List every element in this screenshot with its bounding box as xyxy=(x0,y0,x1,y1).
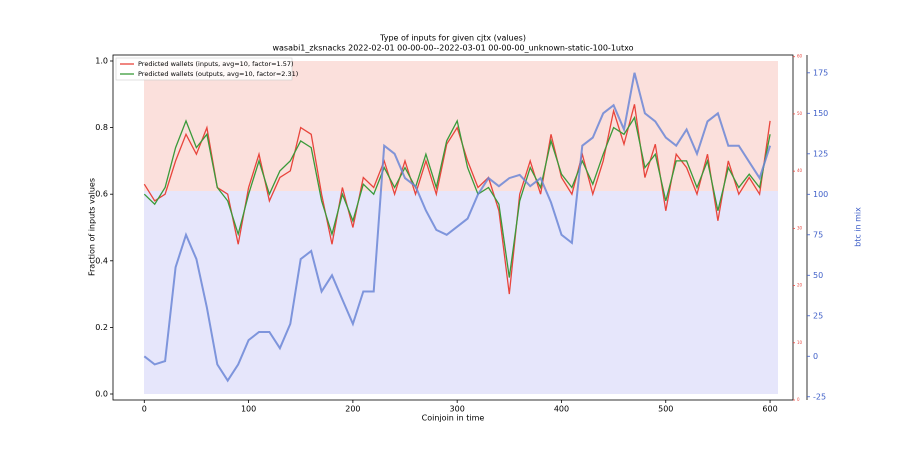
y-tick-label: 0.6 xyxy=(95,190,108,199)
y-tick-label: 0.0 xyxy=(95,390,108,399)
x-tick-label: 100 xyxy=(241,405,256,414)
y2-tick-label: 60 xyxy=(797,54,803,59)
y3-tick-label: 175 xyxy=(813,68,828,77)
series-line xyxy=(143,104,771,295)
series-line xyxy=(143,115,771,278)
y2-tick-label: 10 xyxy=(797,340,803,345)
legend-box xyxy=(115,57,293,81)
x-tick-label: 300 xyxy=(450,405,465,414)
legend-label: Predicted wallets (inputs, avg=10, facto… xyxy=(138,60,294,68)
x-tick-label: 400 xyxy=(554,405,569,414)
chart-subtitle: wasabi1_zksnacks 2022-02-01 00-00-00--20… xyxy=(272,44,633,53)
y3-axis-label: btc in mix xyxy=(854,207,863,247)
y3-tick-label: 100 xyxy=(813,190,828,199)
y3-tick-label: 75 xyxy=(813,230,823,239)
y2-tick-label: 0 xyxy=(797,397,800,402)
legend xyxy=(115,57,293,81)
y3-tick-label: 150 xyxy=(813,109,828,118)
x-tick-label: 200 xyxy=(345,405,360,414)
chart-title: Type of inputs for given cjtx (values) xyxy=(379,34,526,43)
y-tick-label: 0.4 xyxy=(95,256,108,265)
x-tick-label: 500 xyxy=(658,405,673,414)
y3-tick-label: 50 xyxy=(813,271,823,280)
y-tick-label: 1.0 xyxy=(95,56,108,65)
background-band xyxy=(144,61,778,191)
legend-label: Predicted wallets (outputs, avg=10, fact… xyxy=(138,70,298,78)
y-axis-label: Fraction of inputs values xyxy=(88,178,97,276)
y-tick-label: 0.8 xyxy=(95,123,108,132)
y-tick-label: 0.2 xyxy=(95,323,108,332)
y3-tick-label: -25 xyxy=(813,392,826,401)
series-line xyxy=(143,72,772,383)
y3-tick-label: 125 xyxy=(813,149,828,158)
x-axis-label: Coinjoin in time xyxy=(422,414,485,423)
y2-tick-label: 20 xyxy=(797,283,803,288)
y2-tick-label: 30 xyxy=(797,225,803,230)
y2-tick-label: 50 xyxy=(797,111,803,116)
y3-tick-label: 25 xyxy=(813,311,823,320)
y2-tick-label: 40 xyxy=(797,168,803,173)
plot-frame xyxy=(112,54,794,401)
x-tick-label: 600 xyxy=(762,405,777,414)
x-tick-label: 0 xyxy=(142,405,147,414)
y3-tick-label: 0 xyxy=(813,352,818,361)
